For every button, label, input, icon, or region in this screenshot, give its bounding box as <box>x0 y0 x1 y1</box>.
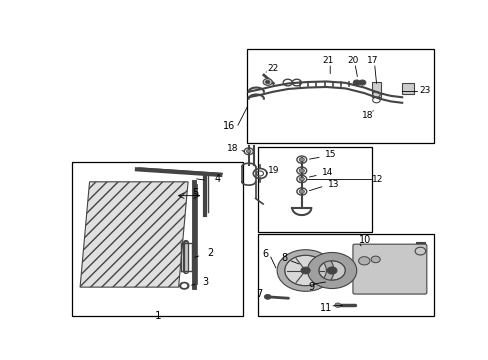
Text: 9: 9 <box>307 282 314 292</box>
Text: 7: 7 <box>255 288 262 298</box>
Text: 11: 11 <box>319 303 331 313</box>
Circle shape <box>370 256 380 263</box>
Text: 22: 22 <box>267 64 278 73</box>
Circle shape <box>246 150 250 153</box>
Circle shape <box>299 190 304 193</box>
Circle shape <box>265 80 269 84</box>
Text: 5: 5 <box>192 188 199 198</box>
Circle shape <box>334 303 340 307</box>
Circle shape <box>326 267 336 274</box>
Bar <box>258 234 433 316</box>
Circle shape <box>284 255 326 286</box>
Text: 4: 4 <box>214 174 220 184</box>
Polygon shape <box>80 182 188 287</box>
Text: 17: 17 <box>366 56 378 65</box>
Wedge shape <box>307 252 356 288</box>
Text: 1: 1 <box>154 311 161 321</box>
Bar <box>258 147 371 232</box>
Text: 3: 3 <box>202 277 208 287</box>
Text: 19: 19 <box>267 166 279 175</box>
Text: 10: 10 <box>358 235 370 245</box>
Wedge shape <box>277 250 333 291</box>
Bar <box>246 49 433 143</box>
Circle shape <box>301 267 309 274</box>
Circle shape <box>299 158 304 162</box>
Text: 6: 6 <box>262 249 268 259</box>
FancyBboxPatch shape <box>352 244 426 294</box>
Bar <box>401 84 413 94</box>
Text: 13: 13 <box>327 180 339 189</box>
Circle shape <box>299 177 304 181</box>
Circle shape <box>181 284 186 288</box>
Text: 20: 20 <box>346 56 358 65</box>
Circle shape <box>263 79 272 85</box>
Circle shape <box>180 283 188 289</box>
Text: 18: 18 <box>226 144 238 153</box>
Text: 21: 21 <box>322 56 333 65</box>
Circle shape <box>358 80 365 85</box>
Text: 2: 2 <box>206 248 213 258</box>
Text: 15: 15 <box>324 150 335 159</box>
Text: 8: 8 <box>281 253 287 263</box>
Circle shape <box>299 169 304 173</box>
Circle shape <box>318 261 345 280</box>
Circle shape <box>264 294 270 299</box>
Circle shape <box>358 257 369 265</box>
Text: 12: 12 <box>371 175 383 184</box>
Bar <box>371 82 381 97</box>
Text: 23: 23 <box>418 86 430 95</box>
Bar <box>72 162 243 316</box>
Text: 14: 14 <box>321 168 332 177</box>
Text: 16: 16 <box>223 121 235 131</box>
Text: 18: 18 <box>362 111 373 120</box>
Circle shape <box>353 80 359 85</box>
